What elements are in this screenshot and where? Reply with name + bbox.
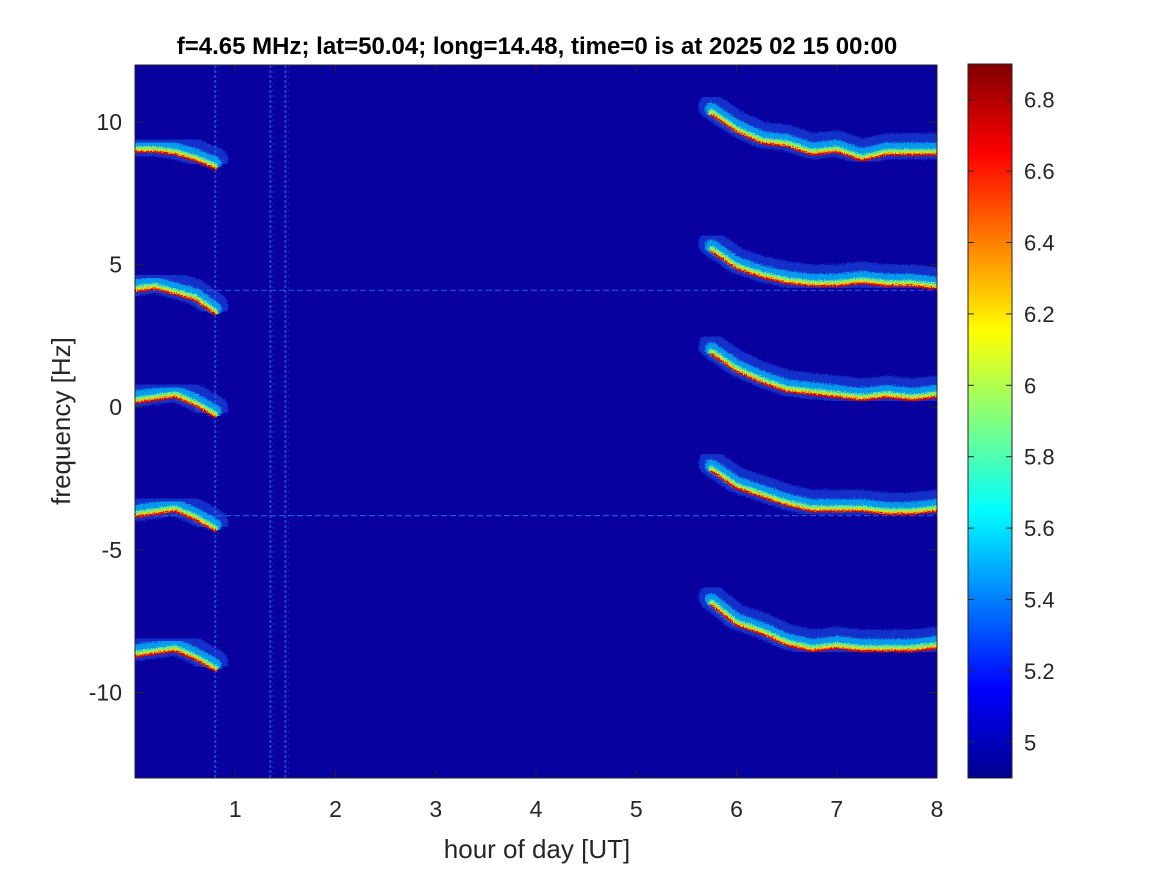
y-tick-label: 5 — [109, 252, 122, 278]
x-tick-label: 5 — [630, 796, 643, 822]
doppler-trace-late — [709, 602, 937, 652]
doppler-trace-late — [710, 250, 937, 290]
doppler-trace-late — [709, 468, 937, 515]
colorbar — [968, 64, 1012, 778]
x-tick-label: 6 — [730, 796, 743, 822]
x-axis-ticks: 1 2 3 4 5 6 7 8 — [229, 65, 944, 822]
doppler-trace-late — [710, 470, 937, 516]
doppler-trace-early — [135, 148, 217, 170]
plot-area — [135, 65, 937, 778]
x-tick-label: 1 — [229, 796, 242, 822]
spectrogram-features — [135, 65, 937, 778]
doppler-trace-early — [135, 285, 217, 315]
doppler-trace-early — [135, 151, 217, 171]
colorbar-tick-label: 5 — [1024, 730, 1036, 755]
y-tick-label: 0 — [109, 394, 122, 420]
x-tick-label: 8 — [931, 796, 944, 822]
doppler-trace-early — [135, 396, 217, 419]
colorbar-tick-label: 6.6 — [1024, 159, 1055, 184]
doppler-trace-early — [135, 650, 217, 672]
colorbar-tick-label: 6.8 — [1024, 88, 1055, 113]
chart-title: f=4.65 MHz; lat=50.04; long=14.48, time=… — [177, 33, 897, 60]
doppler-trace-early — [135, 508, 217, 532]
y-tick-label: -10 — [89, 679, 122, 705]
doppler-trace-early — [135, 394, 217, 418]
y-tick-label: 10 — [96, 109, 122, 135]
colorbar-tick-label: 5.2 — [1024, 659, 1055, 684]
colorbar-tick-label: 5.6 — [1024, 516, 1055, 541]
doppler-trace-early — [135, 647, 217, 672]
colorbar-frame — [967, 63, 1013, 779]
doppler-trace-late — [710, 113, 937, 162]
doppler-trace-early — [135, 287, 217, 316]
doppler-trace-late — [709, 351, 937, 401]
doppler-trace-early — [135, 510, 217, 533]
doppler-trace-late — [709, 111, 937, 161]
colorbar-tick-label: 6.4 — [1024, 231, 1055, 256]
doppler-trace-late — [710, 604, 937, 653]
y-tick-label: -5 — [102, 537, 122, 563]
y-axis-label: frequency [Hz] — [46, 337, 76, 505]
x-axis-label: hour of day [UT] — [444, 834, 630, 864]
colorbar-tick-label: 5.8 — [1024, 445, 1055, 470]
colorbar-tick-label: 6.2 — [1024, 302, 1055, 327]
x-tick-label: 7 — [830, 796, 843, 822]
x-tick-label: 2 — [329, 796, 342, 822]
colorbar-tick-label: 6 — [1024, 373, 1036, 398]
y-axis-ticks: 10 5 0 -5 -10 — [89, 109, 937, 705]
colorbar-ticks: 6.8 6.6 6.4 6.2 6 5.8 5.6 5.4 5.2 5 — [968, 88, 1055, 755]
doppler-trace-late — [709, 248, 937, 290]
colorbar-tick-label: 5.4 — [1024, 588, 1055, 613]
doppler-trace-late — [710, 353, 937, 402]
x-tick-label: 3 — [429, 796, 442, 822]
x-tick-label: 4 — [530, 796, 543, 822]
